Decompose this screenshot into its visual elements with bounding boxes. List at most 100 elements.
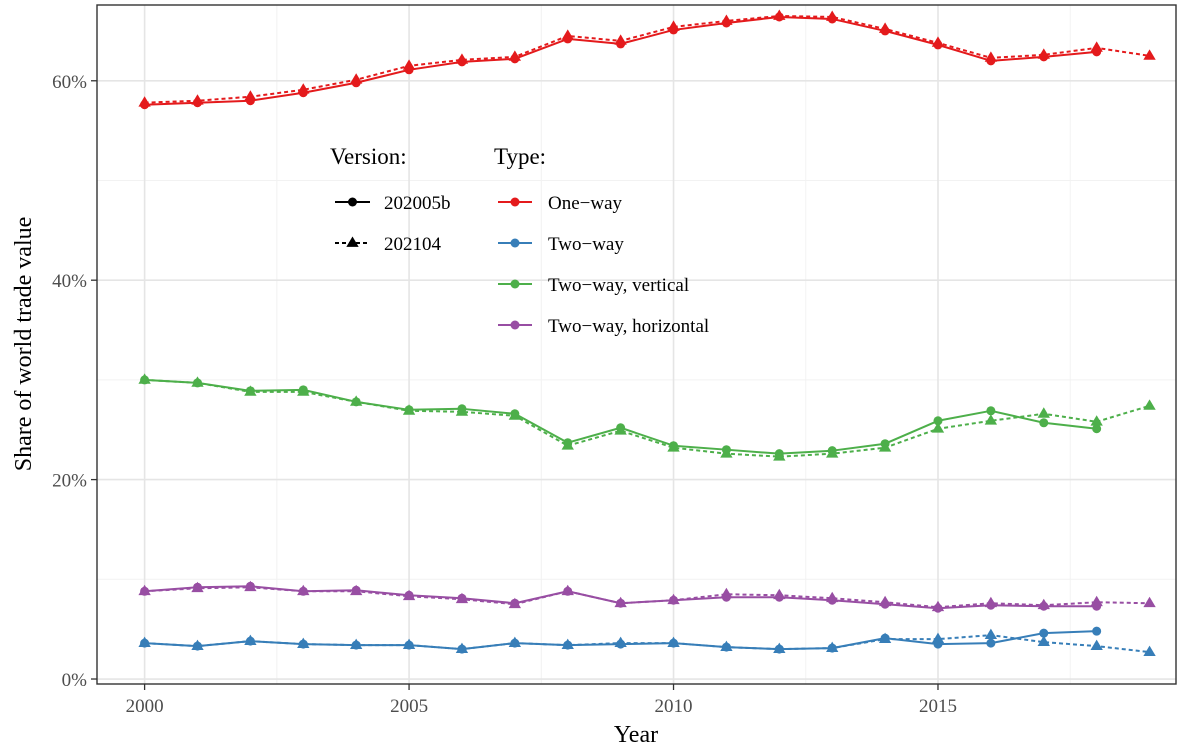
data-point xyxy=(455,642,469,654)
data-point xyxy=(508,50,522,61)
data-point xyxy=(826,641,839,653)
legend-version-label: 202104 xyxy=(384,234,442,255)
series-line xyxy=(144,378,1150,458)
data-point xyxy=(667,441,680,452)
data-point xyxy=(1092,424,1102,434)
data-point xyxy=(455,405,469,416)
legend-type-one-way: One−way xyxy=(498,193,623,214)
data-point xyxy=(138,584,151,596)
data-point xyxy=(1143,49,1156,60)
data-point xyxy=(1037,407,1050,418)
series-line xyxy=(144,586,1150,609)
data-point xyxy=(1143,399,1156,410)
data-point xyxy=(349,584,363,596)
data-point xyxy=(986,638,996,648)
data-point xyxy=(878,632,892,644)
data-point xyxy=(773,588,786,600)
data-point xyxy=(931,600,945,612)
x-axis-title: Year xyxy=(614,722,658,748)
y-tick-label: 0% xyxy=(62,670,88,691)
legend-version-label: 202005b xyxy=(384,193,451,214)
y-tick-label: 60% xyxy=(52,72,87,93)
legend: Version: Type: 202005b 202104 One−way Two−… xyxy=(330,144,709,337)
series-line xyxy=(144,14,1150,104)
legend-type-two-way-horizontal: Two−way, horizontal xyxy=(498,316,709,337)
data-point xyxy=(931,36,945,47)
data-point xyxy=(826,591,839,603)
data-point xyxy=(138,373,151,384)
data-point xyxy=(402,404,416,415)
data-point xyxy=(138,636,151,648)
data-point xyxy=(773,450,786,461)
legend-version-202104: 202104 xyxy=(335,234,442,255)
series-two-way-202104 xyxy=(138,628,1156,656)
axes: 2000 2005 2010 2015 0% 20% 40% 60% xyxy=(52,72,957,717)
data-point xyxy=(349,395,363,406)
grid xyxy=(97,5,1176,684)
series-two-way-vertical-202104 xyxy=(138,373,1156,461)
data-point xyxy=(720,447,733,458)
legend-type-label: Two−way, horizontal xyxy=(548,316,709,337)
data-point xyxy=(1039,628,1049,638)
data-point xyxy=(244,385,257,396)
x-tick-label: 2005 xyxy=(390,696,428,717)
data-point xyxy=(984,414,998,425)
data-point xyxy=(297,637,310,649)
data-point xyxy=(297,83,310,94)
data-point xyxy=(191,376,204,387)
data-point xyxy=(667,20,680,31)
data-point xyxy=(984,628,998,640)
data-point xyxy=(986,406,996,416)
data-point xyxy=(1037,635,1050,647)
data-point xyxy=(191,94,204,105)
data-point xyxy=(720,587,733,599)
data-point xyxy=(878,441,892,452)
legend-marker-key xyxy=(348,197,357,207)
legend-type-label: Two−way, vertical xyxy=(548,275,689,296)
x-tick-label: 2010 xyxy=(655,696,693,717)
data-point xyxy=(878,22,892,33)
legend-version-202005b: 202005b xyxy=(335,193,451,214)
data-point xyxy=(1090,41,1103,52)
data-point xyxy=(720,14,733,25)
legend-marker-key xyxy=(510,279,520,289)
legend-type-two-way: Two−way xyxy=(498,234,624,255)
y-axis-title: Share of world trade value xyxy=(11,217,37,472)
data-point xyxy=(1090,639,1103,651)
data-point xyxy=(931,422,945,433)
data-point xyxy=(773,642,786,654)
legend-type-label: Two−way xyxy=(548,234,624,255)
legend-type-label: One−way xyxy=(548,193,623,214)
data-point xyxy=(773,9,786,20)
legend-type-two-way-vertical: Two−way, vertical xyxy=(498,275,689,296)
legend-marker-key xyxy=(346,236,359,247)
data-point xyxy=(561,584,574,596)
data-point xyxy=(138,96,151,107)
data-point xyxy=(508,597,522,609)
data-point xyxy=(984,51,998,62)
data-point xyxy=(667,636,680,648)
data-point xyxy=(720,640,733,652)
data-point xyxy=(349,638,363,650)
data-point xyxy=(455,53,469,64)
data-point xyxy=(455,592,469,604)
data-point xyxy=(561,29,574,40)
data-point xyxy=(614,636,627,648)
data-point xyxy=(1039,418,1049,428)
data-point xyxy=(1092,626,1102,636)
data-point xyxy=(933,416,943,426)
data-point xyxy=(191,581,204,593)
data-point xyxy=(826,10,839,21)
data-point xyxy=(561,439,574,450)
data-point xyxy=(402,589,416,601)
data-point xyxy=(1090,595,1103,607)
data-point xyxy=(1037,48,1050,59)
data-point xyxy=(402,638,416,650)
data-point xyxy=(1143,596,1156,608)
data-point xyxy=(1090,415,1103,426)
data-point xyxy=(878,595,892,607)
legend-marker-key xyxy=(510,238,520,248)
data-point xyxy=(826,447,839,458)
data-point xyxy=(297,385,310,396)
